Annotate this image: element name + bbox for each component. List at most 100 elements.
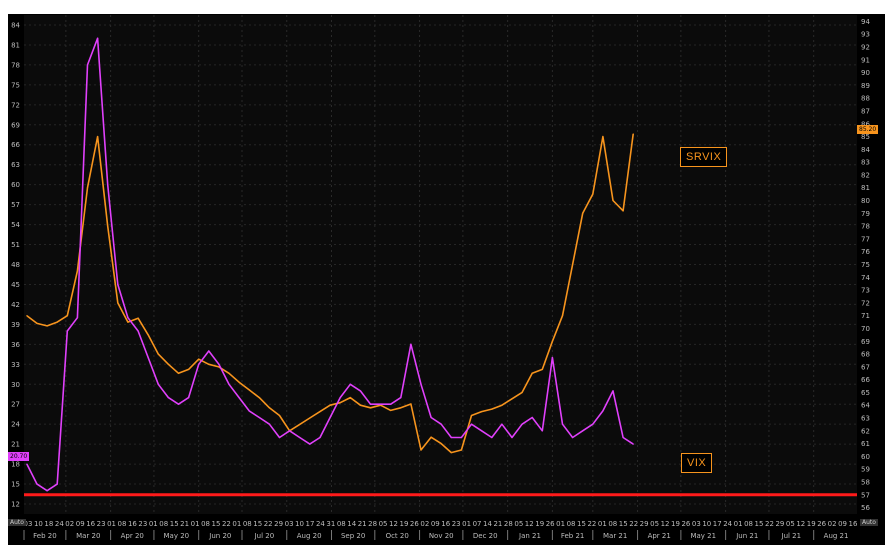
x-day-label: 05 [514, 520, 523, 528]
left-tick-label: 42 [11, 301, 20, 309]
right-tick-label: 58 [861, 479, 870, 487]
left-tick-label: 69 [11, 121, 20, 129]
right-tick-label: 90 [861, 69, 870, 77]
left-tick-label: 48 [11, 261, 20, 269]
point-vix [228, 383, 230, 385]
x-month-label: May 21 [690, 532, 716, 540]
point-srvix [46, 325, 48, 327]
point-vix [56, 483, 58, 485]
point-vix [450, 436, 452, 439]
left-tick-label: 72 [11, 101, 20, 109]
x-day-label: 05 [650, 520, 659, 528]
left-tick-label: 21 [11, 441, 20, 449]
left-tick-label: 78 [11, 61, 20, 69]
right-tick-label: 82 [861, 171, 870, 179]
x-day-label: 10 [295, 520, 304, 528]
point-vix [339, 396, 341, 399]
point-srvix [541, 368, 543, 371]
left-tick-label: 54 [11, 221, 20, 229]
point-vix [299, 436, 301, 439]
left-tick-label: 33 [11, 361, 20, 369]
point-vix [66, 330, 68, 332]
x-day-label: 28 [504, 520, 513, 528]
point-vix [390, 403, 392, 405]
x-day-label: 12 [389, 520, 398, 528]
point-vix [571, 436, 574, 439]
x-day-label: 26 [410, 520, 419, 528]
x-day-label: 21 [180, 520, 189, 528]
left-tick-label: 12 [11, 501, 20, 509]
point-vix [309, 443, 311, 445]
point-srvix [167, 363, 169, 365]
x-day-label: 08 [159, 520, 168, 528]
point-srvix [551, 340, 553, 342]
point-srvix [36, 322, 38, 324]
x-day-label: 08 [608, 520, 617, 528]
point-srvix [198, 358, 200, 360]
point-vix [622, 436, 624, 439]
right-tick-label: 69 [861, 338, 870, 346]
left-tick-label: 66 [11, 141, 20, 149]
x-day-label: 05 [786, 520, 795, 528]
point-srvix [521, 391, 523, 394]
x-day-label: 01 [107, 520, 116, 528]
left-axis-auto-button[interactable]: Auto [8, 519, 26, 526]
point-srvix [481, 411, 483, 413]
point-srvix [208, 363, 210, 365]
x-day-label: 01 [232, 520, 241, 528]
point-srvix [228, 372, 230, 374]
right-tick-label: 93 [861, 31, 870, 39]
left-tick-label: 60 [11, 181, 20, 189]
right-tick-label: 86 [861, 120, 870, 128]
point-srvix [238, 381, 240, 383]
x-day-label: 22 [222, 520, 231, 528]
x-day-label: 23 [138, 520, 147, 528]
point-vix [602, 410, 604, 412]
x-day-label: 09 [838, 520, 847, 528]
x-day-label: 19 [671, 520, 680, 528]
left-tick-label: 36 [11, 341, 20, 349]
point-vix [420, 383, 422, 385]
srvix-last-value-tag: 85.20 [857, 125, 879, 134]
x-day-label: 24 [316, 520, 325, 528]
x-day-label: 12 [525, 520, 534, 528]
right-tick-label: 77 [861, 235, 870, 243]
point-srvix [177, 372, 180, 374]
x-day-label: 15 [212, 520, 221, 528]
x-day-label: 19 [399, 520, 408, 528]
x-day-label: 15 [619, 520, 628, 528]
point-vix [612, 390, 614, 392]
point-vix [410, 343, 412, 345]
point-srvix [450, 451, 452, 454]
point-srvix [420, 449, 422, 451]
right-axis-auto-button[interactable]: Auto [860, 519, 878, 526]
x-day-label: 16 [441, 520, 450, 528]
point-vix [470, 423, 473, 425]
x-month-label: Dec 20 [473, 532, 498, 540]
point-srvix [491, 408, 493, 410]
right-tick-label: 65 [861, 389, 870, 397]
point-srvix [248, 389, 250, 391]
point-srvix [561, 315, 564, 317]
right-tick-label: 81 [861, 184, 870, 192]
x-day-label: 15 [577, 520, 586, 528]
point-srvix [187, 368, 190, 371]
point-vix [76, 317, 79, 319]
x-day-label: 16 [128, 520, 137, 528]
point-srvix [56, 321, 58, 323]
right-tick-label: 74 [861, 274, 870, 282]
point-srvix [147, 334, 149, 336]
x-day-label: 10 [702, 520, 711, 528]
point-vix [400, 396, 402, 399]
point-srvix [319, 411, 321, 413]
x-day-label: 18 [44, 520, 53, 528]
left-tick-label: 84 [11, 21, 20, 29]
point-srvix [117, 302, 119, 304]
point-srvix [107, 225, 109, 227]
right-tick-label: 60 [861, 453, 870, 461]
x-day-label: 19 [535, 520, 544, 528]
x-day-label: 14 [347, 520, 356, 528]
right-tick-label: 94 [861, 18, 870, 26]
